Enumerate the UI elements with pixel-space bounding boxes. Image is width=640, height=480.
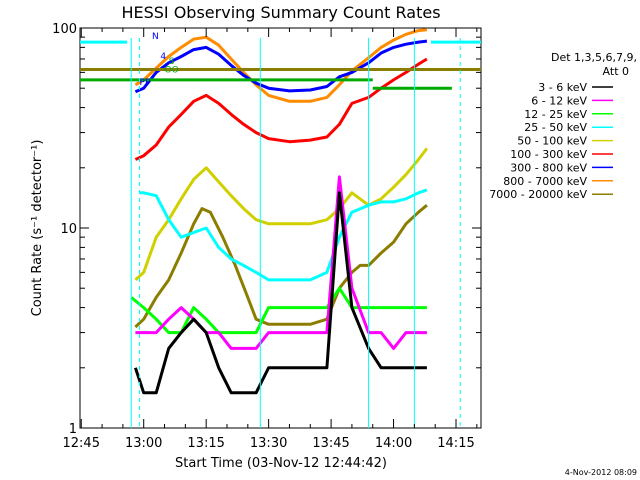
annotation: 4 xyxy=(160,52,166,62)
chart-title: HESSI Observing Summary Count Rates xyxy=(121,3,440,22)
y-tick-label: 100 xyxy=(52,22,77,37)
legend-label-3-6-kev: 3 - 6 keV xyxy=(538,81,587,94)
axes: 12:45 13:00 13:15 13:30 13:45 14:00 14:15 1 10 10… xyxy=(52,22,481,451)
x-tick-label: 13:30 xyxy=(250,436,287,451)
legend-label-12-25-kev: 12 - 25 keV xyxy=(524,108,587,121)
legend-subheader: Att 0 xyxy=(603,65,629,78)
timestamp: 4-Nov-2012 08:09 xyxy=(565,468,637,477)
legend-label-800-7000-kev: 800 - 7000 keV xyxy=(503,175,587,188)
legend-label-300-800-kev: 300 - 800 keV xyxy=(510,161,587,174)
legend-label-6-12-kev: 6 - 12 keV xyxy=(531,94,587,107)
legend-header: Det 1,3,5,6,7,9, xyxy=(551,51,637,64)
legend-label-7000-20000-kev: 7000 - 20000 keV xyxy=(489,188,587,201)
series-layer xyxy=(130,28,429,395)
annotation: PP xyxy=(140,78,151,88)
series-7000-20000-kev xyxy=(134,204,428,329)
series-100-300-kev xyxy=(134,57,428,161)
x-axis-label: Start Time (03-Nov-12 12:44:42) xyxy=(175,456,387,471)
y-tick-label: 10 xyxy=(60,222,77,237)
x-tick-label: 13:15 xyxy=(187,436,224,451)
y-tick-label: 1 xyxy=(69,422,77,437)
x-tick-label: 13:00 xyxy=(125,436,162,451)
series-6-12-kev xyxy=(135,175,427,350)
series-800-7000-kev xyxy=(134,28,428,103)
legend-label-50-100-kev: 50 - 100 keV xyxy=(517,135,587,148)
annotation: N xyxy=(152,32,159,42)
series-12-25-kev xyxy=(130,286,427,335)
legend-label-25-50-kev: 25 - 50 keV xyxy=(524,121,587,134)
legend-label-100-300-kev: 100 - 300 keV xyxy=(510,148,587,161)
annotation: S xyxy=(169,57,175,67)
annotation: OO xyxy=(165,65,179,75)
series-50-100-kev xyxy=(134,147,429,282)
y-axis-label: Count Rate (s⁻¹ detector⁻¹) xyxy=(30,140,45,317)
x-tick-label: 12:45 xyxy=(63,436,100,451)
x-tick-label: 14:15 xyxy=(437,436,474,451)
vertical-markers xyxy=(130,38,461,428)
series-3-6-kev xyxy=(133,191,427,395)
series-25-50-kev xyxy=(139,188,428,282)
x-tick-label: 13:45 xyxy=(312,436,349,451)
series-300-800-kev xyxy=(134,39,428,94)
x-tick-label: 14:00 xyxy=(375,436,412,451)
